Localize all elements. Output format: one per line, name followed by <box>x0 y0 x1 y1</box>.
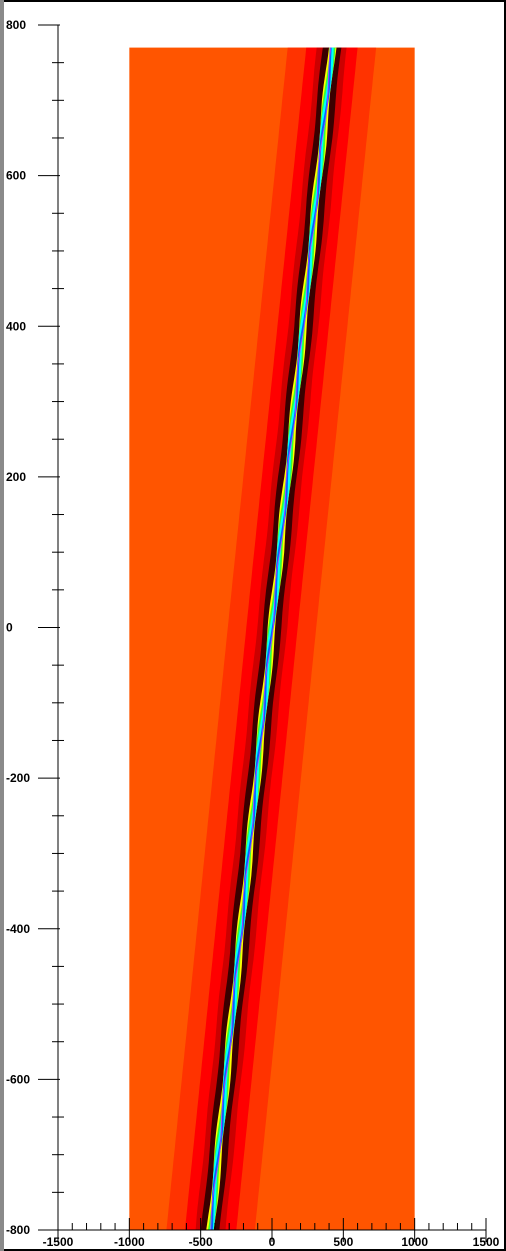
x-tick-label: 1500 <box>473 1235 500 1249</box>
y-tick-label: 800 <box>6 18 26 32</box>
x-tick-label: -1500 <box>43 1235 74 1249</box>
y-tick-label: -600 <box>6 1072 30 1086</box>
ridge-bands <box>166 47 377 1230</box>
x-tick-label: 1000 <box>401 1235 428 1249</box>
y-tick-label: -800 <box>6 1223 30 1237</box>
x-tick-label: -500 <box>189 1235 213 1249</box>
y-tick-label: 600 <box>6 169 26 183</box>
y-tick-label: -200 <box>6 771 30 785</box>
y-tick-label: 0 <box>6 621 13 635</box>
y-tick-label: -400 <box>6 922 30 936</box>
window-edge <box>0 0 4 1251</box>
band-blue <box>210 47 332 1230</box>
y-tick-label: 400 <box>6 319 26 333</box>
x-tick-label: -1000 <box>114 1235 145 1249</box>
heatmap-field <box>129 47 415 1230</box>
x-tick-label: 0 <box>269 1235 276 1249</box>
x-tick-label: 500 <box>333 1235 353 1249</box>
y-tick-label: 200 <box>6 470 26 484</box>
tick-labels: -800 -600 -400 -200 0 200 400 600 800 -1500 -1000 -… <box>6 18 500 1249</box>
ticks <box>38 24 487 1242</box>
